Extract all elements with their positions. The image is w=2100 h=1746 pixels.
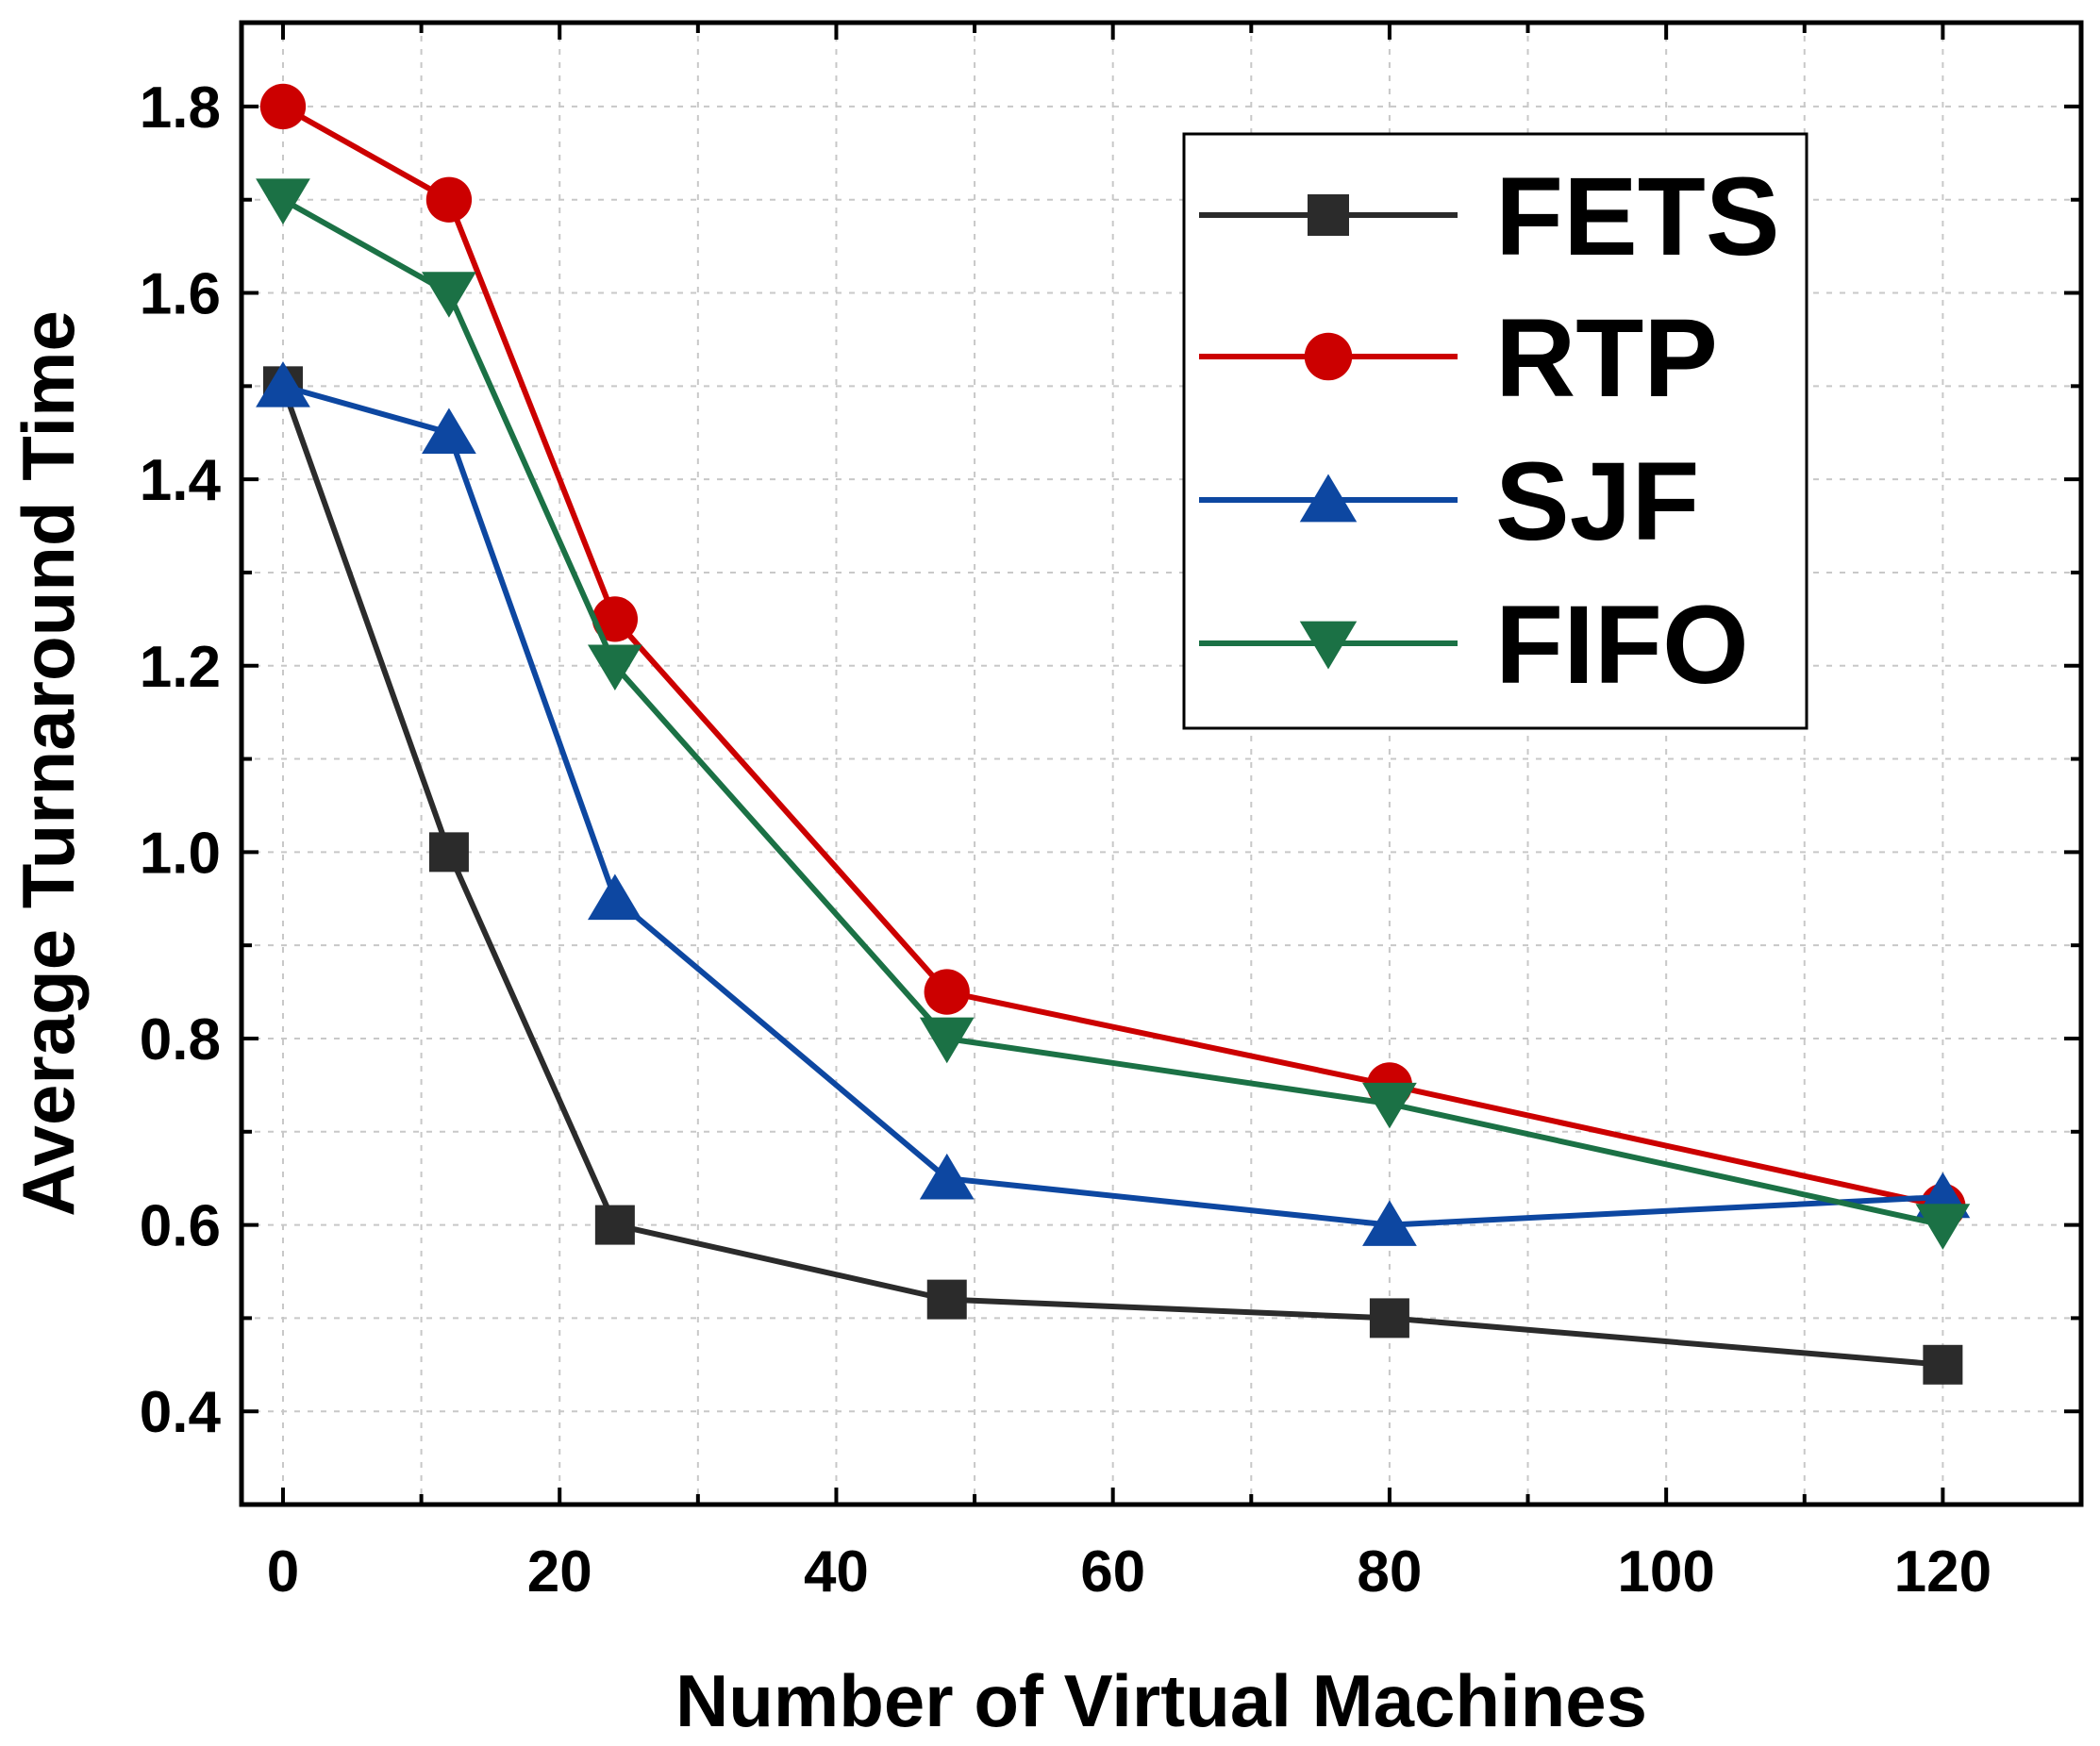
- legend-marker-rtp: [1304, 332, 1353, 381]
- data-point-fets: [428, 832, 469, 873]
- data-point-sjf: [587, 873, 642, 921]
- legend-marker-fets: [1308, 194, 1349, 236]
- data-point-rtp: [592, 596, 639, 642]
- series-line-rtp: [281, 104, 1944, 1209]
- data-point-sjf: [1362, 1200, 1417, 1246]
- data-point-fifo: [256, 178, 310, 224]
- data-point-rtp: [924, 969, 970, 1015]
- data-point-fifo: [1362, 1082, 1417, 1129]
- y-tick-label: 0.6: [140, 1194, 221, 1259]
- x-tick-label: 100: [1617, 1539, 1714, 1605]
- series-line-fets: [280, 385, 1943, 1368]
- data-point-sjf: [919, 1153, 975, 1200]
- data-point-rtp: [425, 176, 473, 223]
- x-tick-label: 120: [1894, 1539, 1992, 1605]
- data-point-fets: [594, 1205, 635, 1245]
- legend-label-sjf: SJF: [1495, 440, 1699, 564]
- x-tick-label: 0: [267, 1539, 299, 1605]
- data-point-fets: [926, 1279, 967, 1320]
- data-point-fifo: [1915, 1204, 1971, 1250]
- x-tick-label: 40: [804, 1539, 869, 1605]
- legend-label-rtp: RTP: [1495, 296, 1718, 421]
- data-point-fifo: [919, 1017, 975, 1064]
- data-point-fifo: [422, 272, 476, 318]
- legend-marker-fifo: [1299, 621, 1358, 670]
- legend: FETS RTP SJF FIFO: [1182, 132, 1808, 730]
- y-tick-label: 1.8: [140, 75, 221, 141]
- data-point-sjf: [422, 407, 476, 455]
- series-line-sjf: [282, 383, 1943, 1228]
- legend-marker-sjf: [1299, 474, 1358, 523]
- data-point-fets: [1923, 1344, 1963, 1385]
- legend-label-fets: FETS: [1495, 155, 1780, 279]
- data-point-sjf: [256, 361, 310, 407]
- x-axis-title: Number of Virtual Machines: [675, 1659, 1647, 1742]
- series-line-fifo: [281, 197, 1944, 1228]
- legend-box: [1182, 132, 1808, 730]
- legend-label-fifo: FIFO: [1495, 583, 1749, 707]
- axes: 0 20 40 60 80 100 120 0.4 0.6 0.8 1.0 1.2 1.4 1.6 1.8: [140, 23, 2083, 1605]
- series-layer: [256, 83, 1971, 1385]
- data-point-fifo: [587, 644, 642, 691]
- y-tick-label: 1.2: [140, 635, 221, 700]
- series-fets: [262, 366, 1963, 1385]
- x-tick-label: 60: [1080, 1539, 1145, 1605]
- x-tick-label: 20: [527, 1539, 592, 1605]
- x-tick-label: 80: [1357, 1539, 1422, 1605]
- y-tick-label: 1.4: [140, 448, 222, 513]
- series-sjf: [256, 361, 1971, 1246]
- y-tick-label: 1.6: [140, 262, 221, 327]
- y-tick-label: 1.0: [140, 821, 221, 886]
- y-tick-label: 0.4: [140, 1380, 222, 1445]
- data-point-fets: [1369, 1298, 1409, 1339]
- y-axis-title: Average Turnaround Time: [7, 310, 90, 1217]
- y-tick-label: 0.8: [140, 1007, 221, 1073]
- data-point-rtp: [259, 83, 307, 130]
- series-fifo: [256, 178, 1971, 1250]
- plot-frame: [239, 20, 2084, 1507]
